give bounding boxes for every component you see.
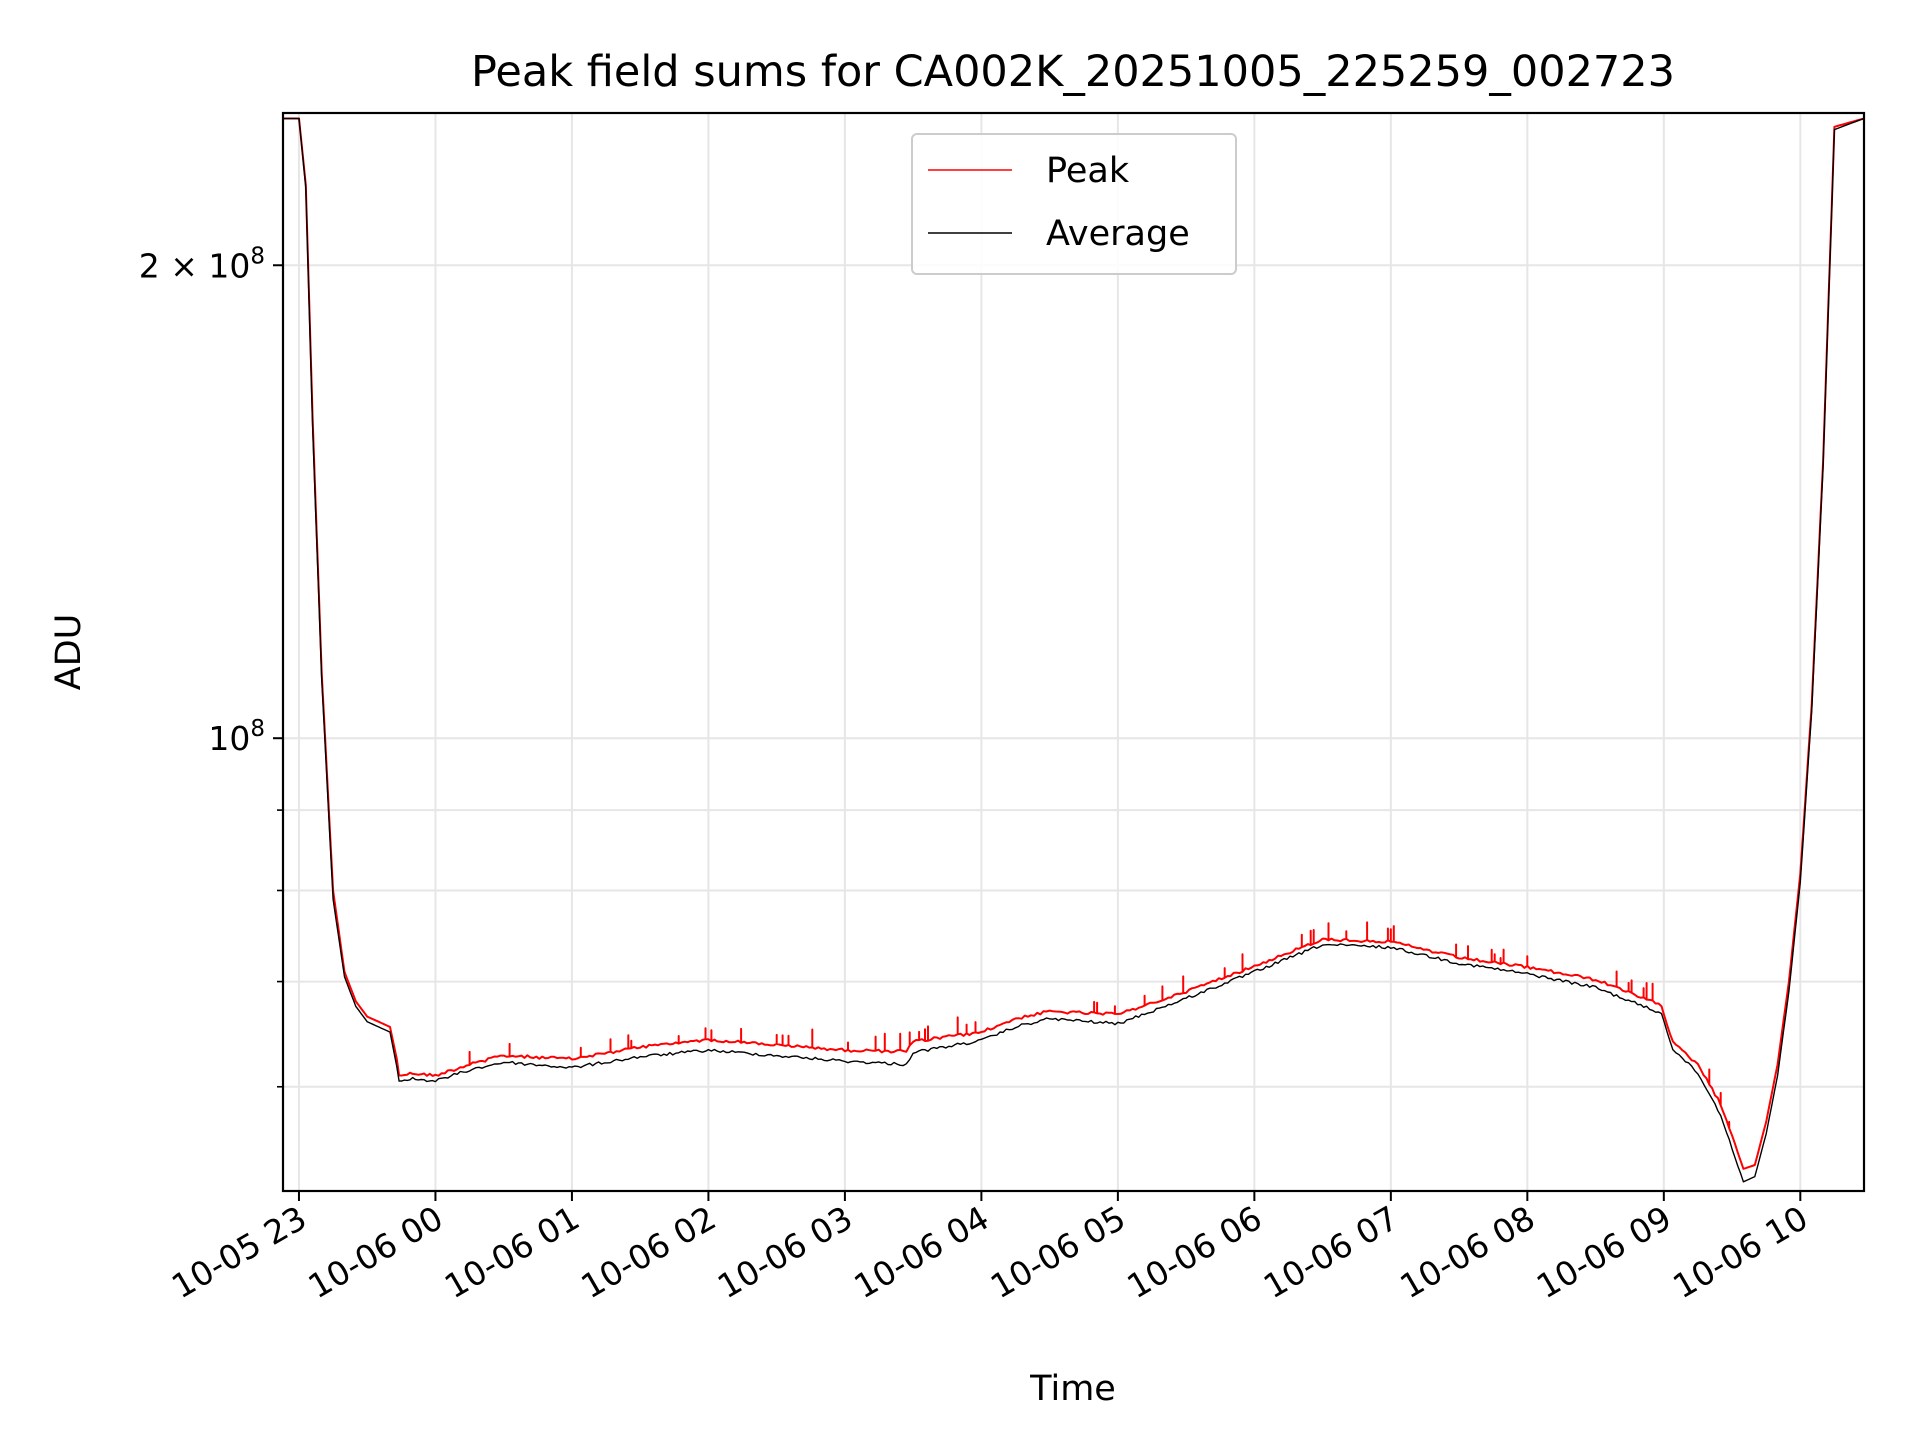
plot-frame bbox=[281, 111, 1866, 1193]
legend: Peak Average bbox=[911, 133, 1237, 275]
legend-box bbox=[911, 133, 1237, 275]
chart-title: Peak field sums for CA002K_20251005_2252… bbox=[471, 47, 1675, 97]
y-axis-label: ADU bbox=[49, 614, 89, 691]
series-layer bbox=[283, 117, 1865, 1183]
legend-label-average: Average bbox=[1046, 214, 1190, 254]
y-axis: 108 2 × 108 bbox=[139, 243, 283, 1088]
y-tick-label: 2 × 108 bbox=[139, 243, 265, 285]
series-line-peak bbox=[283, 117, 1865, 1170]
y-tick-label: 108 bbox=[208, 716, 265, 758]
series-line-average bbox=[283, 117, 1865, 1183]
x-axis-label: Time bbox=[1029, 1369, 1116, 1409]
legend-label-peak: Peak bbox=[1046, 151, 1130, 191]
